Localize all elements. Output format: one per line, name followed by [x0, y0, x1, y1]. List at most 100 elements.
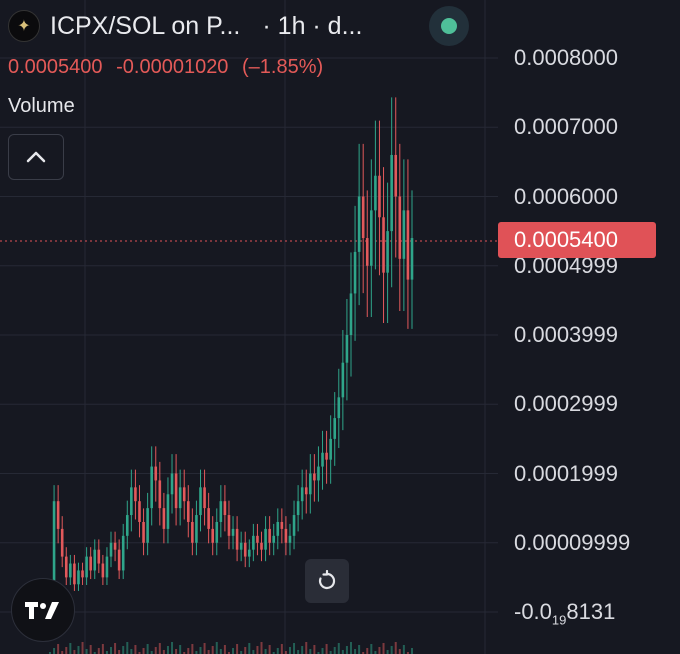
volume-bar	[203, 643, 206, 654]
volume-bar	[211, 646, 214, 654]
candle-body	[296, 501, 300, 516]
price-axis-label: 0.0002999	[514, 391, 618, 417]
volume-label[interactable]: Volume	[8, 95, 75, 117]
volume-bar	[69, 643, 72, 654]
volume-bar	[394, 642, 397, 654]
candle-body	[215, 521, 219, 543]
volume-bar	[301, 646, 304, 654]
volume-bar	[232, 648, 235, 654]
price-axis-label: -0.0198131	[514, 599, 616, 628]
candle-body	[341, 362, 345, 398]
volume-bar	[317, 652, 320, 654]
market-status-button[interactable]	[429, 6, 469, 46]
candle-body	[313, 473, 316, 481]
volume-bar	[187, 648, 190, 654]
candle-body	[386, 231, 389, 273]
volume-bar	[358, 645, 361, 654]
candle-body	[317, 466, 320, 481]
candle-body	[89, 556, 92, 571]
candle-body	[178, 487, 182, 509]
candle-body	[309, 473, 312, 495]
candle-body	[325, 452, 328, 460]
volume-bar	[183, 652, 186, 654]
volume-bar	[65, 647, 68, 654]
volume-bar	[49, 652, 51, 654]
volume-bar	[354, 649, 357, 654]
candle-body	[56, 501, 60, 529]
volume-bar	[366, 648, 369, 654]
candle-body	[256, 535, 259, 543]
candle-body	[64, 556, 68, 578]
candle-body	[138, 501, 141, 522]
volume-bar	[252, 650, 255, 654]
candle-body	[109, 542, 113, 557]
candle-body	[219, 501, 223, 522]
volume-bar	[341, 650, 344, 654]
volume-bar	[207, 650, 210, 654]
candle-body	[374, 175, 377, 211]
candle-body	[130, 487, 133, 516]
chevron-up-icon	[26, 151, 46, 163]
candle-body	[268, 528, 271, 543]
tradingview-logo-icon	[25, 602, 59, 619]
volume-bar	[57, 644, 60, 654]
pair-token-icon[interactable]: ✦	[8, 10, 40, 42]
candle-body	[191, 521, 194, 543]
volume-bar	[280, 644, 283, 654]
volume-bar	[166, 646, 169, 654]
volume-bar	[73, 650, 76, 654]
candle-body	[300, 487, 304, 502]
candle-body	[264, 528, 267, 550]
tradingview-logo[interactable]	[11, 578, 75, 642]
candle-body	[154, 466, 158, 481]
volume-bar	[191, 644, 194, 654]
volume-bar	[309, 649, 312, 654]
volume-bar	[122, 646, 125, 654]
price-axis-label: 0.00009999	[514, 529, 631, 555]
candle-body	[146, 508, 149, 543]
candle-body	[195, 515, 198, 543]
volume-bar	[333, 647, 336, 654]
symbol-title[interactable]: ICPX/SOL on P...	[50, 11, 241, 40]
candle-body	[113, 542, 117, 550]
candle-body	[260, 542, 263, 550]
candle-body	[166, 494, 170, 529]
volume-bar	[398, 649, 401, 654]
volume-bar	[179, 645, 182, 654]
collapse-legend-button[interactable]	[8, 134, 64, 180]
candle-body	[93, 549, 97, 571]
volume-bar	[276, 648, 279, 654]
candle-body	[288, 535, 292, 543]
candle-body	[349, 293, 353, 335]
current-price-tag: 0.0005400	[498, 222, 656, 258]
volume-bar	[378, 647, 381, 654]
volume-bars	[49, 642, 413, 654]
candle-body	[402, 210, 406, 259]
volume-bar	[390, 646, 393, 654]
candle-body	[81, 570, 84, 578]
candle-body	[252, 535, 255, 550]
volume-bar	[284, 651, 287, 654]
reset-chart-button[interactable]	[305, 559, 349, 603]
volume-bar	[130, 649, 133, 654]
volume-bar	[175, 649, 178, 654]
candle-body	[199, 487, 202, 516]
volume-bar	[260, 642, 263, 654]
volume-bar	[219, 649, 222, 654]
candle-body	[382, 217, 385, 273]
volume-bar	[402, 645, 405, 654]
candle-body	[365, 238, 369, 266]
candle-body	[304, 487, 308, 495]
quote-line: 0.0005400 -0.00001020 (–1.85%)	[8, 56, 331, 79]
volume-bar	[77, 646, 80, 654]
candle-body	[174, 473, 178, 509]
volume-bar	[411, 648, 413, 654]
candle-body	[182, 487, 186, 502]
candle-body	[398, 196, 402, 259]
candle-body	[117, 549, 121, 571]
interval-label[interactable]: · 1h · d...	[262, 11, 363, 40]
candle-body	[142, 521, 145, 543]
volume-bar	[345, 646, 348, 654]
candle-body	[357, 196, 361, 252]
